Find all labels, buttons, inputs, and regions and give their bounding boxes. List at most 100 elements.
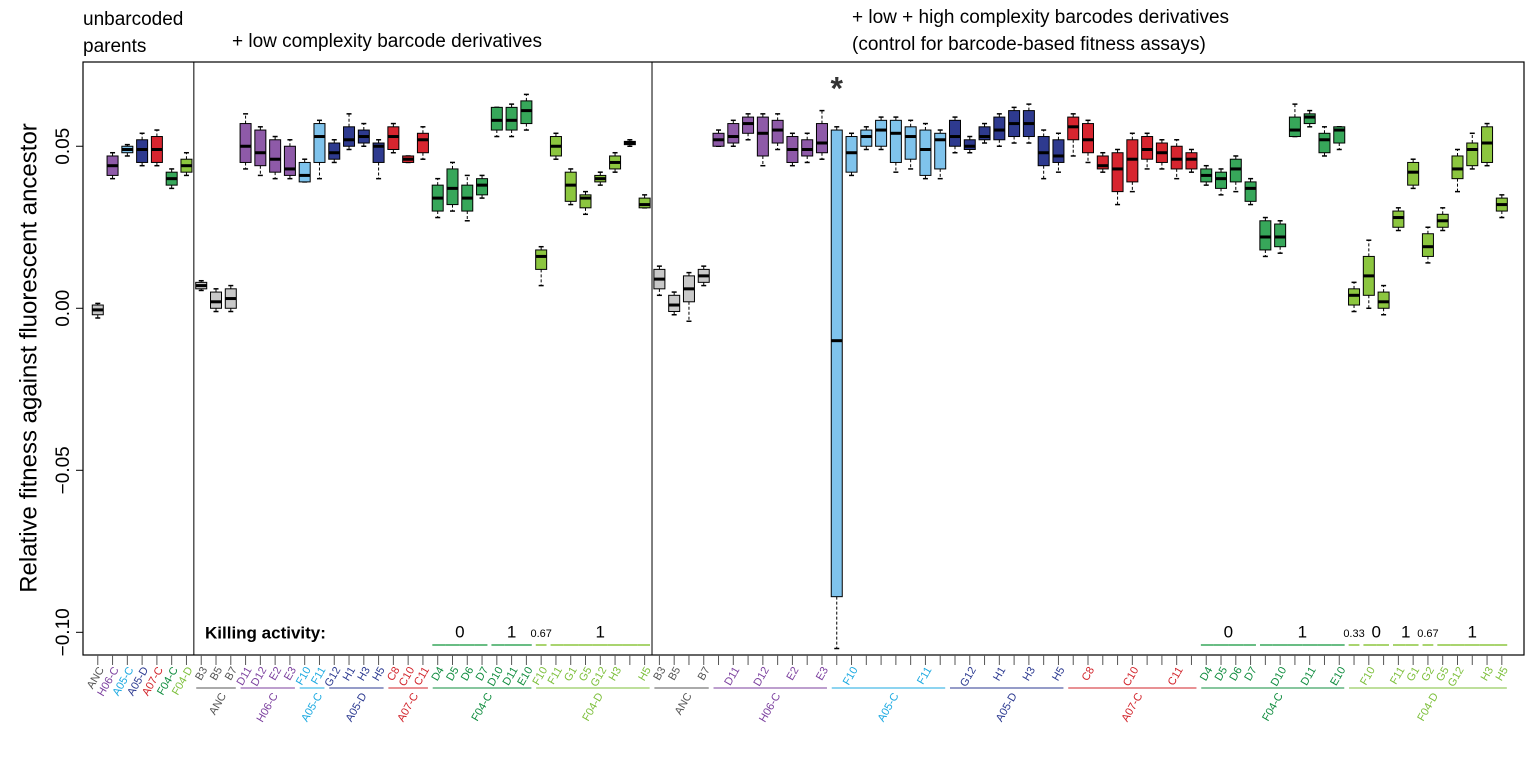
box [904,126,917,160]
box [1067,116,1080,141]
box [993,116,1006,141]
plot-frame [82,61,1525,656]
box [1318,132,1331,154]
box [1421,233,1434,257]
box [845,136,858,173]
box [756,116,769,157]
x-tick-label: G12 [958,665,979,689]
box [239,123,252,163]
group-label: F04-C [469,691,495,724]
x-tick-label: E3 [814,665,831,683]
box [1096,155,1109,170]
box [343,126,356,147]
box [638,197,651,209]
x-tick-label: H3 [607,665,624,683]
box [1348,288,1361,306]
x-tick-label: D5 [1213,665,1230,683]
box [948,119,961,147]
killing-value: 0 [1224,622,1233,641]
x-tick-label: G1 [1405,665,1423,684]
killing-value: 0 [455,622,464,641]
box [579,194,592,209]
group-label: A05-D [344,691,370,724]
x-tick-label: D12 [751,665,771,688]
box [298,161,311,183]
box [210,291,223,309]
x-tick-label: E3 [282,665,299,683]
x-tick-label: B7 [223,665,240,683]
box [1170,145,1183,170]
group-label: A05-C [876,691,902,724]
group-label: H06-C [255,691,281,725]
section-title: unbarcoded [83,9,183,30]
box [889,119,902,163]
y-tick-label: 0.05 [53,128,74,165]
x-tick-label: H3 [1479,665,1496,683]
box [771,119,784,144]
box [387,126,400,150]
box [1481,126,1494,163]
x-tick-label: D4 [1198,665,1215,683]
killing-value: 1 [1468,622,1477,641]
killing-value: 0 [1371,622,1380,641]
x-tick-label: H3 [1021,665,1038,683]
group-label: A05-C [299,691,325,724]
box [254,129,267,167]
group-label: A07-C [395,691,421,724]
x-tick-label: B7 [696,665,713,683]
box [875,119,888,147]
box [1244,181,1257,202]
box [1111,152,1124,193]
box [283,145,296,176]
box [1141,136,1154,160]
box [1082,123,1095,154]
box [830,129,843,598]
section-title: parents [83,36,146,57]
x-tick-label: F10 [1358,665,1378,687]
box [520,100,533,125]
section-title: + low complexity barcode derivatives [232,31,542,52]
x-tick-label: D5 [444,665,461,683]
x-tick-label: H3 [356,665,373,683]
killing-value: 1 [1401,622,1410,641]
box [919,129,932,176]
box [446,168,459,206]
box [1052,139,1065,163]
section-title: (control for barcode-based fitness assay… [852,34,1206,55]
killing-value: 0.33 [1343,628,1364,640]
x-tick-label: H1 [991,665,1008,683]
x-tick-label: B5 [666,665,683,683]
x-tick-label: C11 [1166,665,1186,688]
box [1259,220,1272,251]
box [372,142,385,163]
box [1274,223,1287,248]
y-tick-label: −0.05 [53,446,74,494]
box [1303,113,1316,125]
x-tick-label: D7 [1242,665,1259,683]
box [860,129,873,147]
box [1126,139,1139,183]
group-label: F04-D [1415,691,1441,724]
x-tick-label: E2 [267,665,284,683]
killing-value: 1 [507,622,516,641]
box [416,132,429,154]
killing-value: 1 [596,622,605,641]
x-tick-label: H1 [341,665,358,683]
group-label: F04-D [580,691,606,724]
x-tick-label: D11 [1299,665,1319,688]
killing-value: 0.67 [1417,628,1438,640]
x-tick-label: H5 [1494,665,1511,683]
box [1451,155,1464,180]
box [535,249,548,270]
x-tick-label: G12 [1446,665,1467,689]
box [963,139,976,150]
box [742,116,755,134]
x-tick-label: F10 [841,665,861,687]
x-tick-label: D6 [1227,665,1244,683]
box [1392,210,1405,228]
x-tick-label: D10 [1269,665,1289,688]
box [1333,126,1346,144]
annotation: * [831,70,844,106]
y-tick-label: 0.00 [53,290,74,327]
